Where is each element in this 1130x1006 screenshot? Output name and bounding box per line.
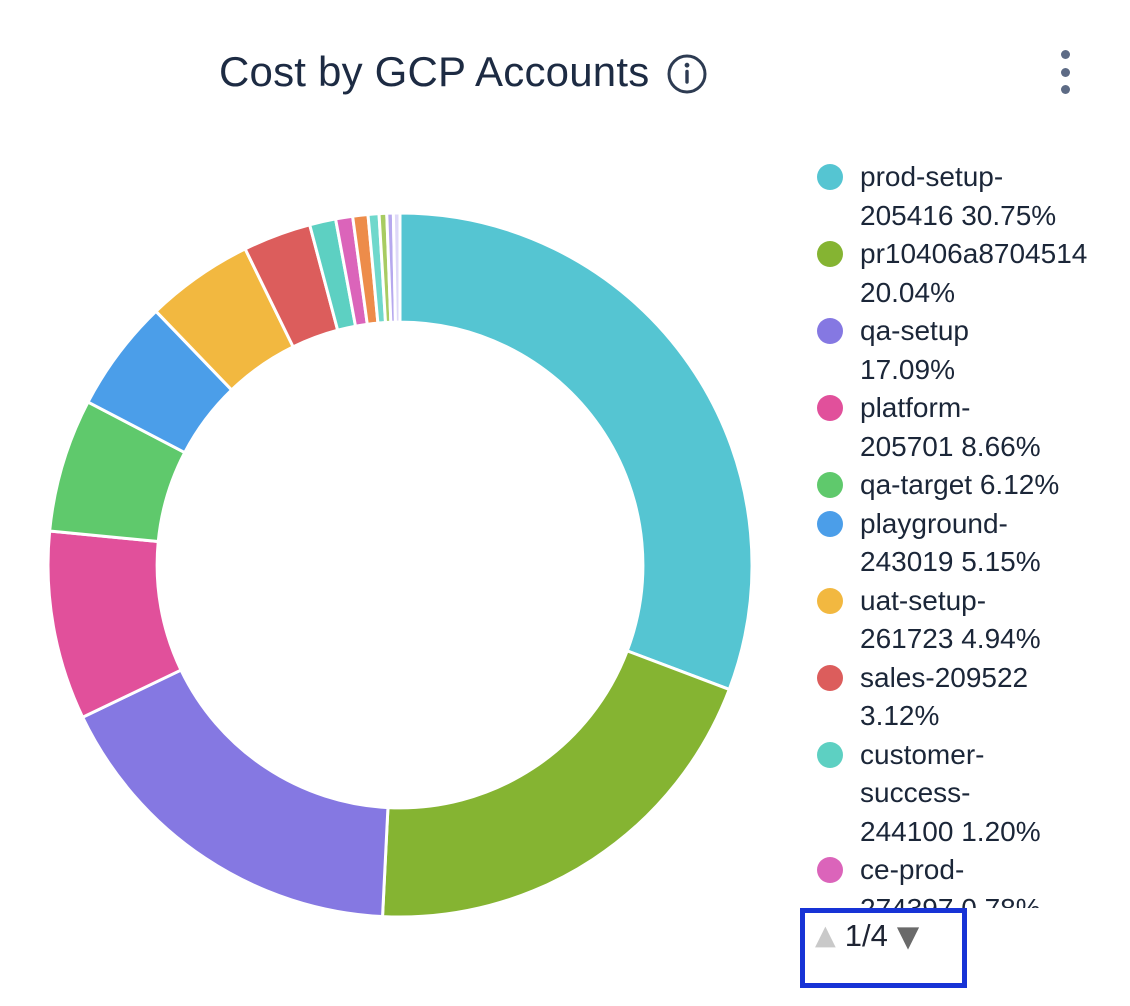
legend-item[interactable]: platform- 205701 8.66%	[817, 389, 1130, 466]
donut-chart[interactable]	[0, 165, 800, 965]
legend-item[interactable]: sales-209522 3.12%	[817, 659, 1130, 736]
donut-slice[interactable]	[81, 668, 390, 919]
page-up-button[interactable]: ▲	[815, 920, 836, 951]
info-icon[interactable]	[665, 52, 709, 96]
legend-label: prod-setup- 205416 30.75%	[860, 161, 1057, 231]
legend-color-dot	[817, 395, 843, 421]
legend-label: qa-setup 17.09%	[860, 315, 969, 385]
legend-color-dot	[817, 741, 843, 768]
legend-label: uat-setup- 261723 4.94%	[860, 584, 1041, 655]
legend-item[interactable]: pr10406a8704514 20.04%	[817, 235, 1130, 312]
legend-item[interactable]: qa-setup 17.09%	[817, 312, 1130, 389]
legend-color-dot	[817, 857, 843, 883]
legend-label: qa-target 6.12%	[860, 469, 1060, 500]
legend-color-dot	[817, 664, 843, 691]
legend-color-dot	[817, 164, 843, 190]
legend-label: customer- success- 244100 1.20%	[860, 738, 1041, 847]
legend-color-dot	[817, 241, 843, 267]
legend-label: pr10406a8704514 20.04%	[860, 238, 1088, 308]
donut-slice[interactable]	[381, 649, 731, 919]
legend-item[interactable]: uat-setup- 261723 4.94%	[817, 582, 1130, 659]
legend-item[interactable]: customer- success- 244100 1.20%	[817, 736, 1130, 852]
page-down-button[interactable]: ▼	[896, 919, 920, 953]
legend-color-dot	[817, 318, 843, 344]
legend-item[interactable]: ce-prod- 274397 0.78%	[817, 851, 1130, 908]
legend-label: platform- 205701 8.66%	[860, 392, 1041, 462]
legend: prod-setup- 205416 30.75% pr10406a870451…	[817, 158, 1130, 908]
donut-slice[interactable]	[398, 211, 754, 691]
chart-title: Cost by GCP Accounts	[219, 48, 650, 95]
donut-slice[interactable]	[391, 211, 402, 324]
chart-header: Cost by GCP Accounts	[219, 46, 709, 98]
legend-label: playground- 243019 5.15%	[860, 507, 1041, 578]
legend-color-dot	[817, 587, 843, 614]
legend-item[interactable]: qa-target 6.12%	[817, 466, 1130, 505]
kebab-menu-icon[interactable]	[1053, 50, 1077, 94]
legend-color-dot	[817, 472, 843, 498]
legend-item[interactable]: playground- 243019 5.15%	[817, 505, 1130, 582]
legend-pagination: ▲ 1/4 ▼	[800, 908, 967, 988]
page-indicator: 1/4	[844, 918, 888, 953]
legend-label: sales-209522 3.12%	[860, 661, 1029, 732]
legend-item[interactable]: prod-setup- 205416 30.75%	[817, 158, 1130, 235]
legend-label: ce-prod- 274397 0.78%	[860, 854, 1041, 908]
legend-color-dot	[817, 510, 843, 537]
